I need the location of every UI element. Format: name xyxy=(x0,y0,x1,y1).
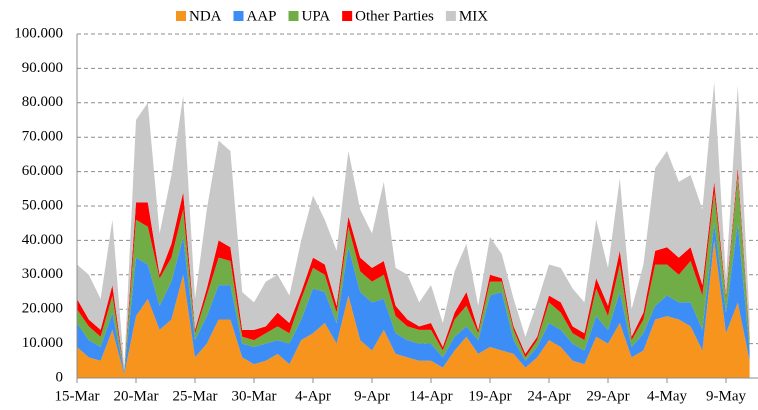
y-tick-label: 90.000 xyxy=(22,60,63,76)
legend-label: NDA xyxy=(189,8,222,24)
x-tick-label: 20-Mar xyxy=(114,388,159,404)
legend-label: Other Parties xyxy=(355,8,434,24)
x-tick-label: 30-Mar xyxy=(232,388,277,404)
x-tick-label: 25-Mar xyxy=(173,388,218,404)
x-tick-label: 24-Apr xyxy=(527,388,570,404)
y-tick-label: 30.000 xyxy=(22,266,63,282)
legend-label: MIX xyxy=(459,8,488,24)
y-tick-label: 20.000 xyxy=(22,301,63,317)
y-tick-label: 50.000 xyxy=(22,197,63,213)
legend-swatch xyxy=(233,11,244,21)
y-tick-label: 10.000 xyxy=(22,335,63,351)
area xyxy=(77,82,750,372)
x-tick-label: 4-Apr xyxy=(295,388,331,404)
area xyxy=(77,240,750,378)
x-tick-label: 14-Apr xyxy=(409,388,452,404)
area xyxy=(77,223,750,375)
area xyxy=(77,175,750,373)
x-tick-label: 9-Apr xyxy=(354,388,390,404)
y-tick-label: 40.000 xyxy=(22,232,63,248)
x-tick-label: 15-Mar xyxy=(55,388,100,404)
y-tick-label: 80.000 xyxy=(22,94,63,110)
legend-swatch xyxy=(176,11,186,21)
x-tick-label: 19-Apr xyxy=(468,388,511,404)
legend-swatch xyxy=(288,11,299,21)
y-tick-label: 100.000 xyxy=(14,25,63,41)
x-tick-label: 4-May xyxy=(647,388,687,404)
y-tick-label: 60.000 xyxy=(22,163,63,179)
x-tick-label: 9-May xyxy=(706,388,746,404)
x-tick-label: 29-Apr xyxy=(586,388,629,404)
area xyxy=(77,168,750,372)
legend-label: UPA xyxy=(302,8,331,24)
y-tick-label: 70.000 xyxy=(22,129,63,145)
y-tick-label: 0 xyxy=(56,369,64,385)
legend-swatch xyxy=(342,11,353,21)
legend-swatch xyxy=(445,11,456,21)
legend-label: AAP xyxy=(247,8,277,24)
